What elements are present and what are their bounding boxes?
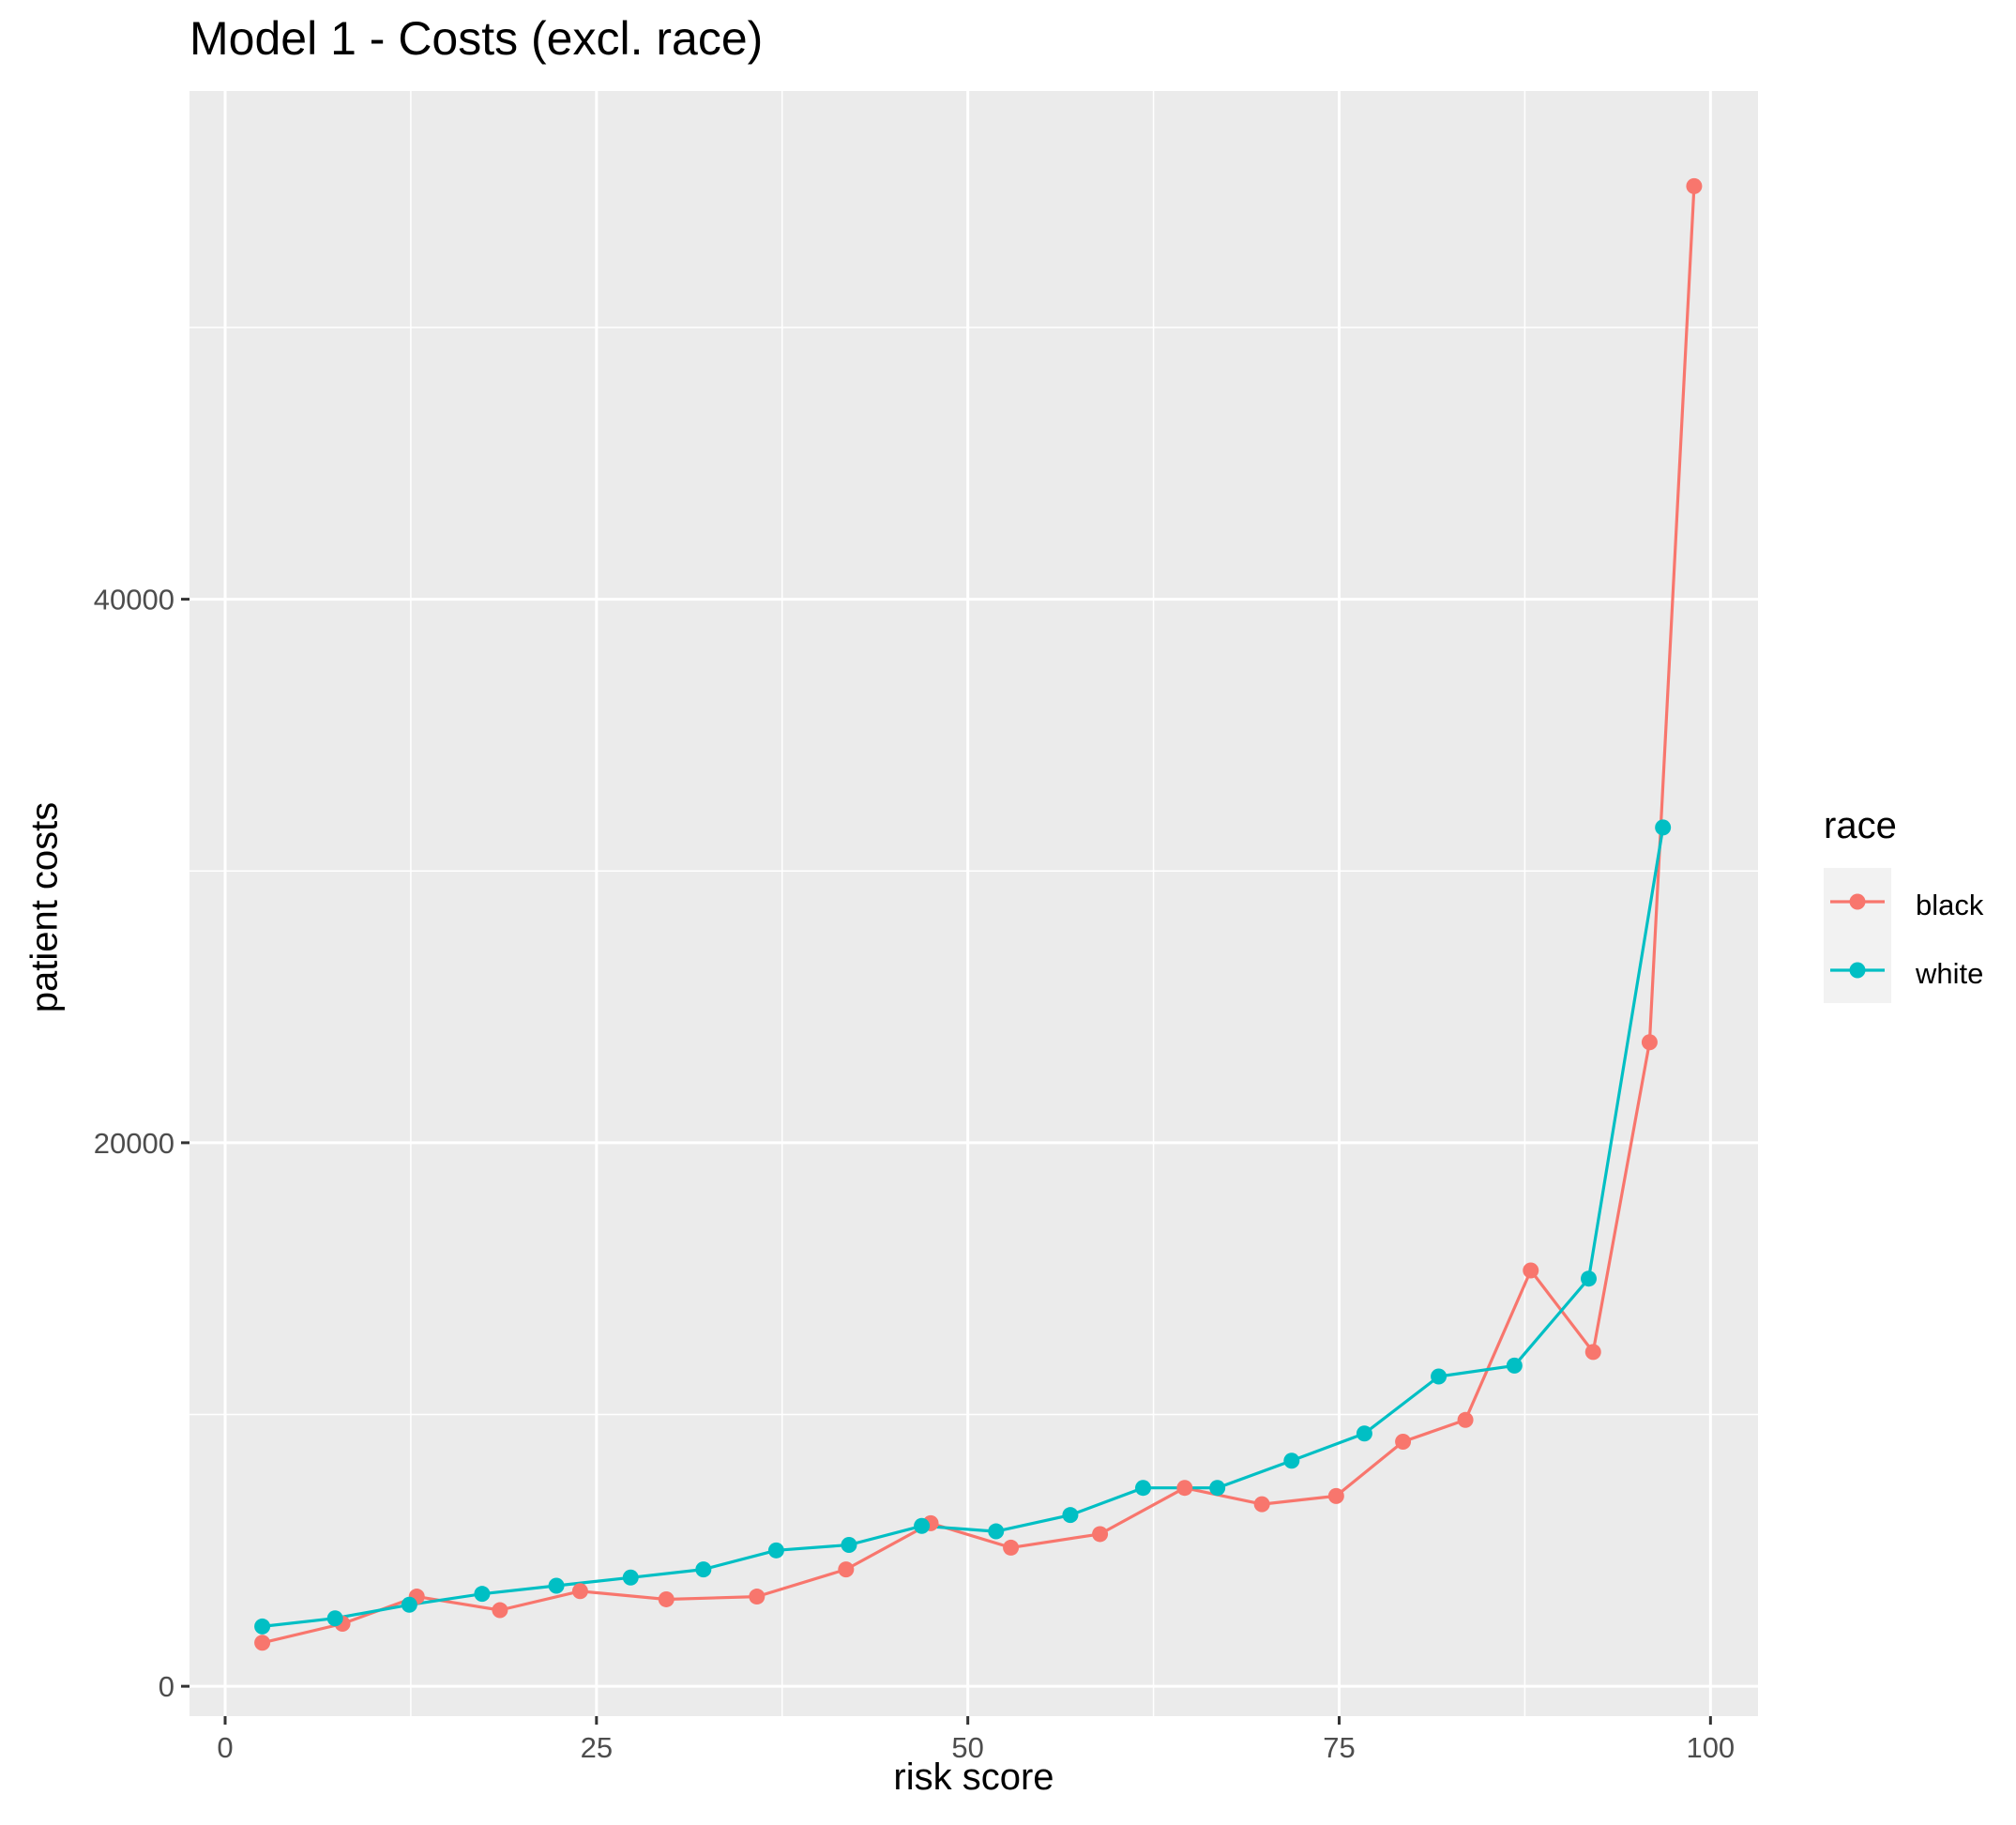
data-point-black — [1253, 1496, 1270, 1513]
x-tick-label: 50 — [951, 1731, 983, 1764]
series-line-black — [262, 186, 1696, 1645]
data-point-white — [1209, 1480, 1226, 1497]
data-point-white — [1581, 1270, 1597, 1287]
legend-keys — [1830, 893, 1885, 979]
y-tick-label: 40000 — [94, 584, 174, 616]
data-point-white — [548, 1577, 565, 1594]
data-point-white — [1283, 1452, 1300, 1469]
series-line-white — [262, 827, 1665, 1628]
x-tick-label: 100 — [1686, 1731, 1735, 1764]
data-point-black — [1457, 1411, 1474, 1428]
series-points — [254, 177, 1703, 1651]
legend-label-black: black — [1916, 889, 1984, 921]
data-point-black — [658, 1590, 675, 1607]
grid-minor — [189, 91, 1758, 1716]
axis-tick-labels: 0 25 50 75 100 0 20000 40000 — [94, 584, 1735, 1764]
data-point-white — [1431, 1368, 1448, 1385]
data-point-black — [1686, 177, 1703, 194]
data-point-black — [1641, 1034, 1658, 1051]
data-point-white — [1655, 819, 1672, 836]
data-point-white — [474, 1586, 491, 1603]
data-point-black — [492, 1602, 508, 1619]
plot-panel — [189, 91, 1758, 1716]
x-axis-title: risk score — [893, 1757, 1054, 1798]
data-point-black — [254, 1635, 271, 1651]
data-point-black — [1176, 1480, 1193, 1497]
data-point-white — [326, 1610, 343, 1627]
legend-key-background — [1824, 868, 1891, 1003]
data-point-white — [401, 1596, 417, 1613]
data-point-white — [767, 1542, 784, 1559]
data-point-white — [841, 1537, 857, 1554]
legend — [1824, 868, 1891, 1003]
data-point-white — [914, 1517, 931, 1534]
data-point-white — [254, 1618, 271, 1635]
data-point-white — [695, 1561, 712, 1578]
data-point-white — [1062, 1507, 1079, 1524]
data-point-black — [749, 1589, 765, 1605]
y-tick-label: 0 — [159, 1670, 174, 1703]
data-point-white — [1356, 1425, 1372, 1442]
data-point-black — [571, 1583, 588, 1600]
data-point-black — [1395, 1433, 1412, 1450]
data-point-black — [838, 1561, 855, 1578]
data-point-black — [1584, 1344, 1601, 1361]
data-point-white — [1506, 1357, 1523, 1374]
data-point-black — [1327, 1487, 1344, 1504]
chart-title: Model 1 - Costs (excl. race) — [189, 12, 764, 65]
axis-ticks — [181, 598, 1712, 1725]
grid-major — [189, 91, 1758, 1716]
data-point-black — [1523, 1262, 1539, 1279]
x-tick-label: 0 — [217, 1731, 233, 1764]
data-point-white — [1135, 1480, 1151, 1497]
data-point-black — [1003, 1539, 1020, 1556]
data-point-black — [1092, 1526, 1109, 1543]
legend-label-white: white — [1916, 957, 1984, 990]
x-tick-label: 75 — [1323, 1731, 1355, 1764]
data-point-white — [622, 1569, 639, 1586]
legend-key-point-white — [1849, 962, 1866, 979]
x-tick-label: 25 — [581, 1731, 613, 1764]
series-lines — [262, 186, 1696, 1645]
legend-title: race — [1824, 805, 1897, 846]
legend-key-point-black — [1849, 893, 1866, 910]
y-axis-title: patient costs — [23, 801, 66, 1013]
y-tick-label: 20000 — [94, 1127, 174, 1160]
data-point-white — [988, 1523, 1005, 1540]
